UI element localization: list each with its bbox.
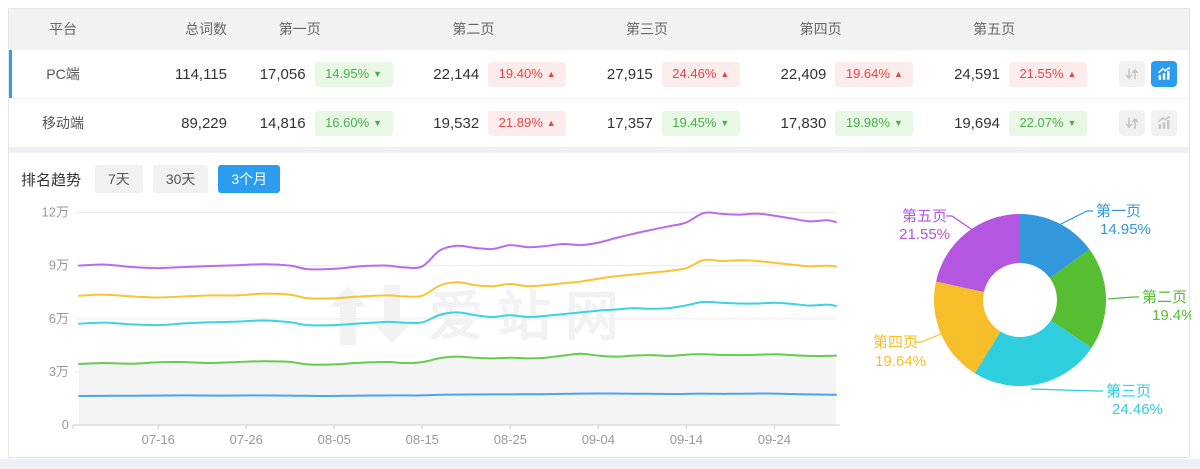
sort-button[interactable]: [1118, 61, 1145, 87]
trend-badge: 22.07%: [1008, 110, 1087, 136]
table-row[interactable]: PC端 114,115 17,056 14.95% 22,144 19.40% 27,915…: [9, 49, 1189, 98]
page-cell: 17,056 14.95%: [233, 61, 407, 87]
donut-label-percent: 19.4%: [1152, 307, 1191, 324]
trend-badge: 14.95%: [314, 61, 393, 87]
svg-text:12万: 12万: [42, 205, 69, 220]
page-count: 22,144: [433, 65, 480, 83]
total-words-cell: 89,229: [181, 114, 227, 132]
page-cell: 19,532 21.89%: [407, 110, 581, 136]
page-cell: 22,144 19.40%: [407, 61, 581, 87]
page-count: 17,830: [780, 114, 827, 132]
donut-label-percent: 14.95%: [1100, 221, 1151, 238]
trend-badge: 21.55%: [1008, 61, 1087, 87]
donut-slice-第二页[interactable]: [1049, 249, 1107, 348]
page-count: 14,816: [259, 114, 306, 132]
trend-badge: 19.40%: [488, 61, 567, 87]
page-cell: 24,591 21.55%: [927, 61, 1101, 87]
trend-toolbar: 排名趋势 7天 30天 3个月: [9, 153, 1189, 194]
donut-slice-第一页[interactable]: [1020, 214, 1090, 279]
table-body: PC端 114,115 17,056 14.95% 22,144 19.40% 27,915…: [9, 49, 1189, 147]
page-cell: 14,816 16.60%: [233, 110, 407, 136]
trend-badge: 19.45%: [661, 110, 740, 136]
column-header-page: 第四页: [799, 21, 842, 37]
donut-slice-第五页[interactable]: [936, 214, 1020, 292]
svg-text:09-14: 09-14: [670, 432, 703, 447]
donut-label-name: 第四页: [873, 333, 918, 351]
page-count: 27,915: [606, 65, 653, 83]
donut-label-name: 第三页: [1106, 382, 1151, 400]
svg-text:08-25: 08-25: [494, 432, 527, 447]
svg-text:07-16: 07-16: [142, 432, 175, 447]
page-count: 24,591: [954, 65, 1000, 83]
trend-badge: 24.46%: [661, 61, 740, 87]
page-count: 22,409: [780, 65, 827, 83]
donut-label-percent: 24.46%: [1112, 401, 1163, 418]
donut-slice-第三页[interactable]: [974, 320, 1092, 387]
page-count: 19,694: [954, 114, 1000, 132]
section-divider: [9, 147, 1189, 153]
column-header-platform: 平台: [49, 21, 77, 37]
page-cell: 17,830 19.98%: [754, 110, 928, 136]
column-header-page: 第五页: [973, 21, 1016, 37]
trend-chart-icon: [1157, 115, 1171, 129]
column-header-total: 总词数: [185, 21, 227, 37]
donut-slice-第四页[interactable]: [933, 281, 1001, 374]
table-row[interactable]: 移动端89,22914,81616.60%19,53221.89%17,3571…: [9, 98, 1189, 147]
trend-range-tab[interactable]: 30天: [152, 165, 209, 193]
page-background-strip: [0, 459, 1200, 469]
trend-chart-icon: [1157, 66, 1171, 80]
svg-text:09-24: 09-24: [758, 432, 791, 447]
svg-text:6万: 6万: [49, 311, 69, 326]
sort-icon: [1125, 68, 1139, 80]
page-cell: 17,357 19.45%: [580, 110, 754, 136]
trend-range-tab[interactable]: 7天: [95, 165, 143, 193]
donut-label-name: 第二页: [1142, 288, 1187, 306]
row-actions: [1101, 61, 1189, 87]
show-chart-button[interactable]: [1150, 61, 1177, 87]
sort-button[interactable]: [1118, 110, 1145, 136]
column-header-page: 第三页: [625, 21, 668, 37]
donut-label-percent: 21.55%: [899, 226, 950, 243]
svg-text:9万: 9万: [49, 258, 69, 273]
table-header: 平台 总词数 第一页 第二页 第三页 第四页 第五页: [9, 9, 1189, 49]
svg-text:0: 0: [62, 417, 69, 432]
svg-text:3万: 3万: [49, 364, 69, 379]
svg-text:09-04: 09-04: [582, 432, 615, 447]
keyword-rank-card: 平台 总词数 第一页 第二页 第三页 第四页 第五页 PC端 114,115 17,056 14.…: [8, 8, 1191, 458]
sort-icon: [1125, 117, 1139, 129]
svg-text:08-15: 08-15: [406, 432, 439, 447]
donut-label-name: 第一页: [1096, 202, 1141, 220]
svg-text:08-05: 08-05: [318, 432, 351, 447]
svg-text:07-26: 07-26: [230, 432, 263, 447]
page-cell: 19,694 22.07%: [927, 110, 1101, 136]
page-cell: 22,409 19.64%: [754, 61, 928, 87]
page-count: 17,056: [259, 65, 306, 83]
platform-cell: 移动端: [42, 115, 84, 131]
trend-range-tab[interactable]: 3个月: [218, 165, 281, 193]
page-count: 17,357: [606, 114, 653, 132]
trend-badge: 16.60%: [314, 110, 393, 136]
column-header-page: 第二页: [452, 21, 495, 37]
trend-badge: 21.89%: [488, 110, 567, 136]
column-header-page: 第一页: [278, 21, 321, 37]
page-count: 19,532: [433, 114, 480, 132]
page-cell: 27,915 24.46%: [580, 61, 754, 87]
trend-badge: 19.98%: [835, 110, 914, 136]
trend-title: 排名趋势: [21, 171, 82, 189]
total-words-cell: 114,115: [175, 65, 227, 83]
trend-range-tabs: 7天 30天 3个月: [95, 165, 281, 193]
trend-badge: 19.64%: [835, 61, 914, 87]
donut-label-name: 第五页: [902, 207, 947, 225]
row-actions: [1101, 110, 1189, 136]
show-chart-button[interactable]: [1150, 110, 1177, 136]
platform-cell: PC端: [46, 66, 80, 82]
donut-label-percent: 19.64%: [875, 353, 926, 370]
